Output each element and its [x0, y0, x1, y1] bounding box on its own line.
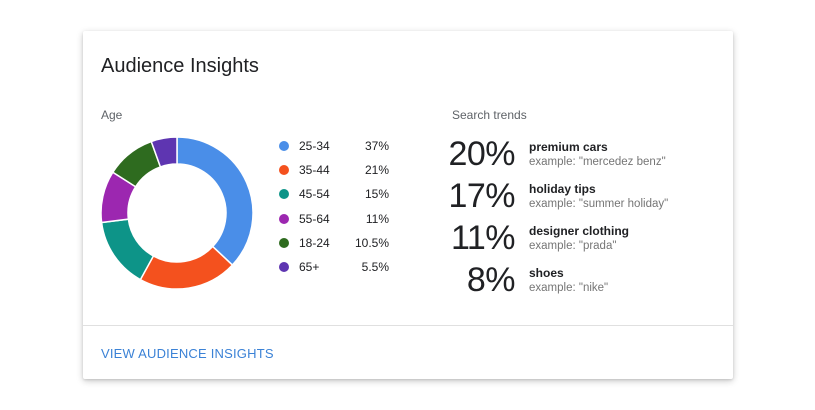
donut-segment-65+ [150, 136, 178, 168]
legend-label: 45-54 [299, 187, 330, 202]
card-title: Audience Insights [101, 55, 259, 77]
trend-item: 17% holiday tips example: "summer holida… [441, 175, 731, 217]
card-divider [83, 325, 733, 326]
legend-value: 37% [364, 139, 389, 154]
legend-label: 55-64 [299, 211, 330, 226]
legend-swatch [279, 213, 289, 224]
trend-name: holiday tips [529, 181, 596, 196]
legend-label: 25-34 [299, 139, 330, 154]
trend-item: 20% premium cars example: "mercedez benz… [441, 133, 731, 175]
trend-name: designer clothing [529, 223, 630, 238]
legend-swatch [279, 237, 289, 248]
trend-example: example: "prada" [529, 239, 617, 252]
trend-name: shoes [529, 265, 564, 280]
legend-item: 25-34 37% [279, 134, 389, 158]
trend-example: example: "summer holiday" [529, 197, 669, 210]
legend-item: 55-64 11% [279, 207, 389, 231]
donut-segment-25-34 [176, 136, 254, 267]
legend-swatch [279, 189, 289, 200]
trend-text: shoes example: "nike" [529, 266, 608, 295]
age-donut-chart [100, 136, 254, 290]
search-trends-list: 20% premium cars example: "mercedez benz… [441, 133, 731, 301]
legend-value: 21% [364, 163, 389, 178]
legend-item: 45-54 15% [279, 182, 389, 206]
trend-percent: 17% [448, 177, 515, 215]
view-audience-insights-link[interactable]: VIEW AUDIENCE INSIGHTS [101, 346, 274, 361]
legend-swatch [279, 262, 289, 273]
trend-percent: 11% [450, 219, 516, 257]
trend-text: holiday tips example: "summer holiday" [529, 182, 668, 211]
trend-text: designer clothing example: "prada" [529, 224, 629, 253]
trend-example: example: "mercedez benz" [529, 155, 666, 168]
trend-name: premium cars [529, 139, 608, 154]
donut-segment-45-54 [100, 218, 155, 281]
legend-item: 65+ 5.5% [279, 255, 389, 279]
legend-item: 18-24 10.5% [279, 231, 389, 255]
age-section-label: Age [101, 108, 123, 122]
trend-item: 8% shoes example: "nike" [441, 259, 731, 301]
legend-swatch [279, 141, 289, 152]
legend-swatch [279, 165, 289, 176]
trend-percent: 20% [448, 135, 515, 173]
legend-label: 65+ [299, 260, 320, 275]
legend-value: 15% [364, 187, 389, 202]
trend-item: 11% designer clothing example: "prada" [441, 217, 731, 259]
legend-label: 35-44 [299, 163, 330, 178]
donut-segment-35-44 [139, 245, 234, 290]
trend-percent: 8% [466, 261, 516, 299]
trend-example: example: "nike" [529, 281, 609, 294]
legend-value: 5.5% [361, 260, 389, 275]
legend-value: 11% [365, 211, 389, 226]
age-legend: 25-34 37% 35-44 21% 45-54 15% 55-64 11% … [279, 134, 389, 279]
audience-insights-card: Audience Insights Age Search trends 25-3… [83, 31, 733, 379]
legend-item: 35-44 21% [279, 158, 389, 182]
legend-value: 10.5% [354, 235, 389, 250]
trend-text: premium cars example: "mercedez benz" [529, 140, 666, 169]
legend-label: 18-24 [299, 235, 330, 250]
search-trends-section-label: Search trends [452, 108, 527, 122]
